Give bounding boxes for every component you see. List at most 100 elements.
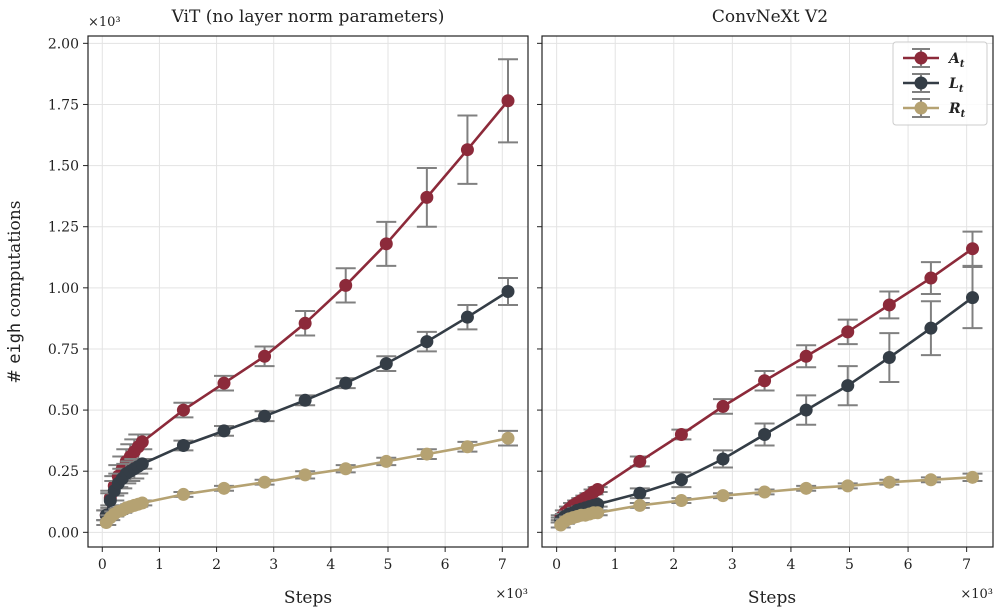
grid xyxy=(542,36,993,547)
data-point xyxy=(501,94,515,108)
data-point xyxy=(758,485,772,499)
x-tick-label: 1 xyxy=(611,557,620,573)
data-point xyxy=(799,349,813,363)
data-point xyxy=(460,310,474,324)
data-point xyxy=(633,486,647,500)
data-point xyxy=(501,431,515,445)
data-point xyxy=(924,473,938,487)
grid xyxy=(88,36,528,547)
y-tick-label: 1.50 xyxy=(48,159,79,175)
y-tick-label: 1.00 xyxy=(48,281,79,297)
y-tick-label: 0.50 xyxy=(48,403,79,419)
y-axis-label-code: eigh xyxy=(5,323,25,364)
data-point xyxy=(758,374,772,388)
x-tick-label: 0 xyxy=(552,557,561,573)
ticks: 0 1 2 3 4 5 6 7 0.00 0.25 0.50 0.75 1.00 1.25 1.50 1.75… xyxy=(48,36,507,573)
data-point xyxy=(258,349,272,363)
data-point xyxy=(966,470,979,484)
data-point xyxy=(460,143,474,157)
x-tick-label: 4 xyxy=(326,557,335,573)
data-point xyxy=(339,278,353,292)
x-tick-label: 3 xyxy=(269,557,278,573)
data-point xyxy=(882,298,896,312)
y-axis-label: # eigh computations xyxy=(5,201,25,384)
y-axis-label-prefix: # xyxy=(5,364,25,384)
plot-frame xyxy=(541,35,994,548)
series-R xyxy=(96,429,518,530)
data-point xyxy=(966,291,979,305)
data-point xyxy=(758,428,772,442)
data-point xyxy=(966,242,979,256)
data-point xyxy=(674,473,688,487)
x-tick-label: 6 xyxy=(441,557,450,573)
panel-vit: ViT (no layer norm parameters) ×10³ ×10³… xyxy=(5,7,529,608)
y-tick-label: 0.75 xyxy=(48,342,79,358)
panel-title: ConvNeXt V2 xyxy=(712,7,828,27)
x-tick-label: 7 xyxy=(962,557,971,573)
series xyxy=(550,230,983,532)
data-point xyxy=(924,271,938,285)
y-tick-label: 0.25 xyxy=(48,464,79,480)
ticks: 0 1 2 3 4 5 6 7 xyxy=(537,42,971,573)
data-point xyxy=(135,457,149,471)
series-R xyxy=(550,470,983,532)
x-multiplier-label: ×10³ xyxy=(960,587,993,602)
x-tick-label: 3 xyxy=(728,557,737,573)
legend-subscript: t xyxy=(960,59,965,70)
data-point xyxy=(298,468,312,482)
data-point xyxy=(799,403,813,417)
data-point xyxy=(420,190,434,204)
data-point xyxy=(379,357,393,371)
x-tick-label: 4 xyxy=(786,557,795,573)
data-point xyxy=(674,428,688,442)
data-point xyxy=(841,325,855,339)
y-tick-label: 1.75 xyxy=(48,97,79,113)
x-axis-label: Steps xyxy=(284,588,332,608)
y-tick-label: 0.00 xyxy=(48,525,79,541)
data-point xyxy=(379,237,393,251)
legend-marker xyxy=(914,76,928,90)
data-point xyxy=(258,475,272,489)
data-point xyxy=(633,454,647,468)
data-point xyxy=(176,487,190,501)
data-point xyxy=(258,409,272,423)
data-point xyxy=(339,376,353,390)
data-point xyxy=(716,399,730,413)
y-tick-label: 1.25 xyxy=(48,220,79,236)
y-axis-label-suffix: computations xyxy=(5,201,25,323)
data-point xyxy=(176,403,190,417)
panel-title: ViT (no layer norm parameters) xyxy=(171,7,445,27)
legend-subscript: t xyxy=(959,84,964,95)
data-point xyxy=(217,376,231,390)
series-line xyxy=(559,476,973,526)
data-point xyxy=(882,351,896,365)
x-tick-label: 7 xyxy=(498,557,507,573)
x-tick-label: 5 xyxy=(384,557,393,573)
data-point xyxy=(217,481,231,495)
x-multiplier-label: ×10³ xyxy=(495,587,528,602)
data-point xyxy=(420,335,434,349)
data-point xyxy=(716,489,730,503)
y-tick-label: 2.00 xyxy=(48,36,79,52)
data-point xyxy=(176,439,190,453)
x-tick-label: 0 xyxy=(98,557,107,573)
legend-marker xyxy=(914,101,928,115)
data-point xyxy=(799,481,813,495)
y-multiplier-label: ×10³ xyxy=(88,15,121,30)
x-tick-label: 6 xyxy=(904,557,913,573)
legend-marker xyxy=(914,51,928,65)
data-point xyxy=(298,316,312,330)
data-point xyxy=(103,494,117,508)
x-tick-label: 5 xyxy=(845,557,854,573)
data-point xyxy=(674,494,688,508)
series-L xyxy=(96,277,518,522)
data-point xyxy=(135,496,149,510)
data-point xyxy=(501,285,515,298)
data-point xyxy=(339,462,353,476)
legend-subscript: t xyxy=(961,109,966,120)
series xyxy=(96,58,518,530)
data-point xyxy=(591,506,605,520)
